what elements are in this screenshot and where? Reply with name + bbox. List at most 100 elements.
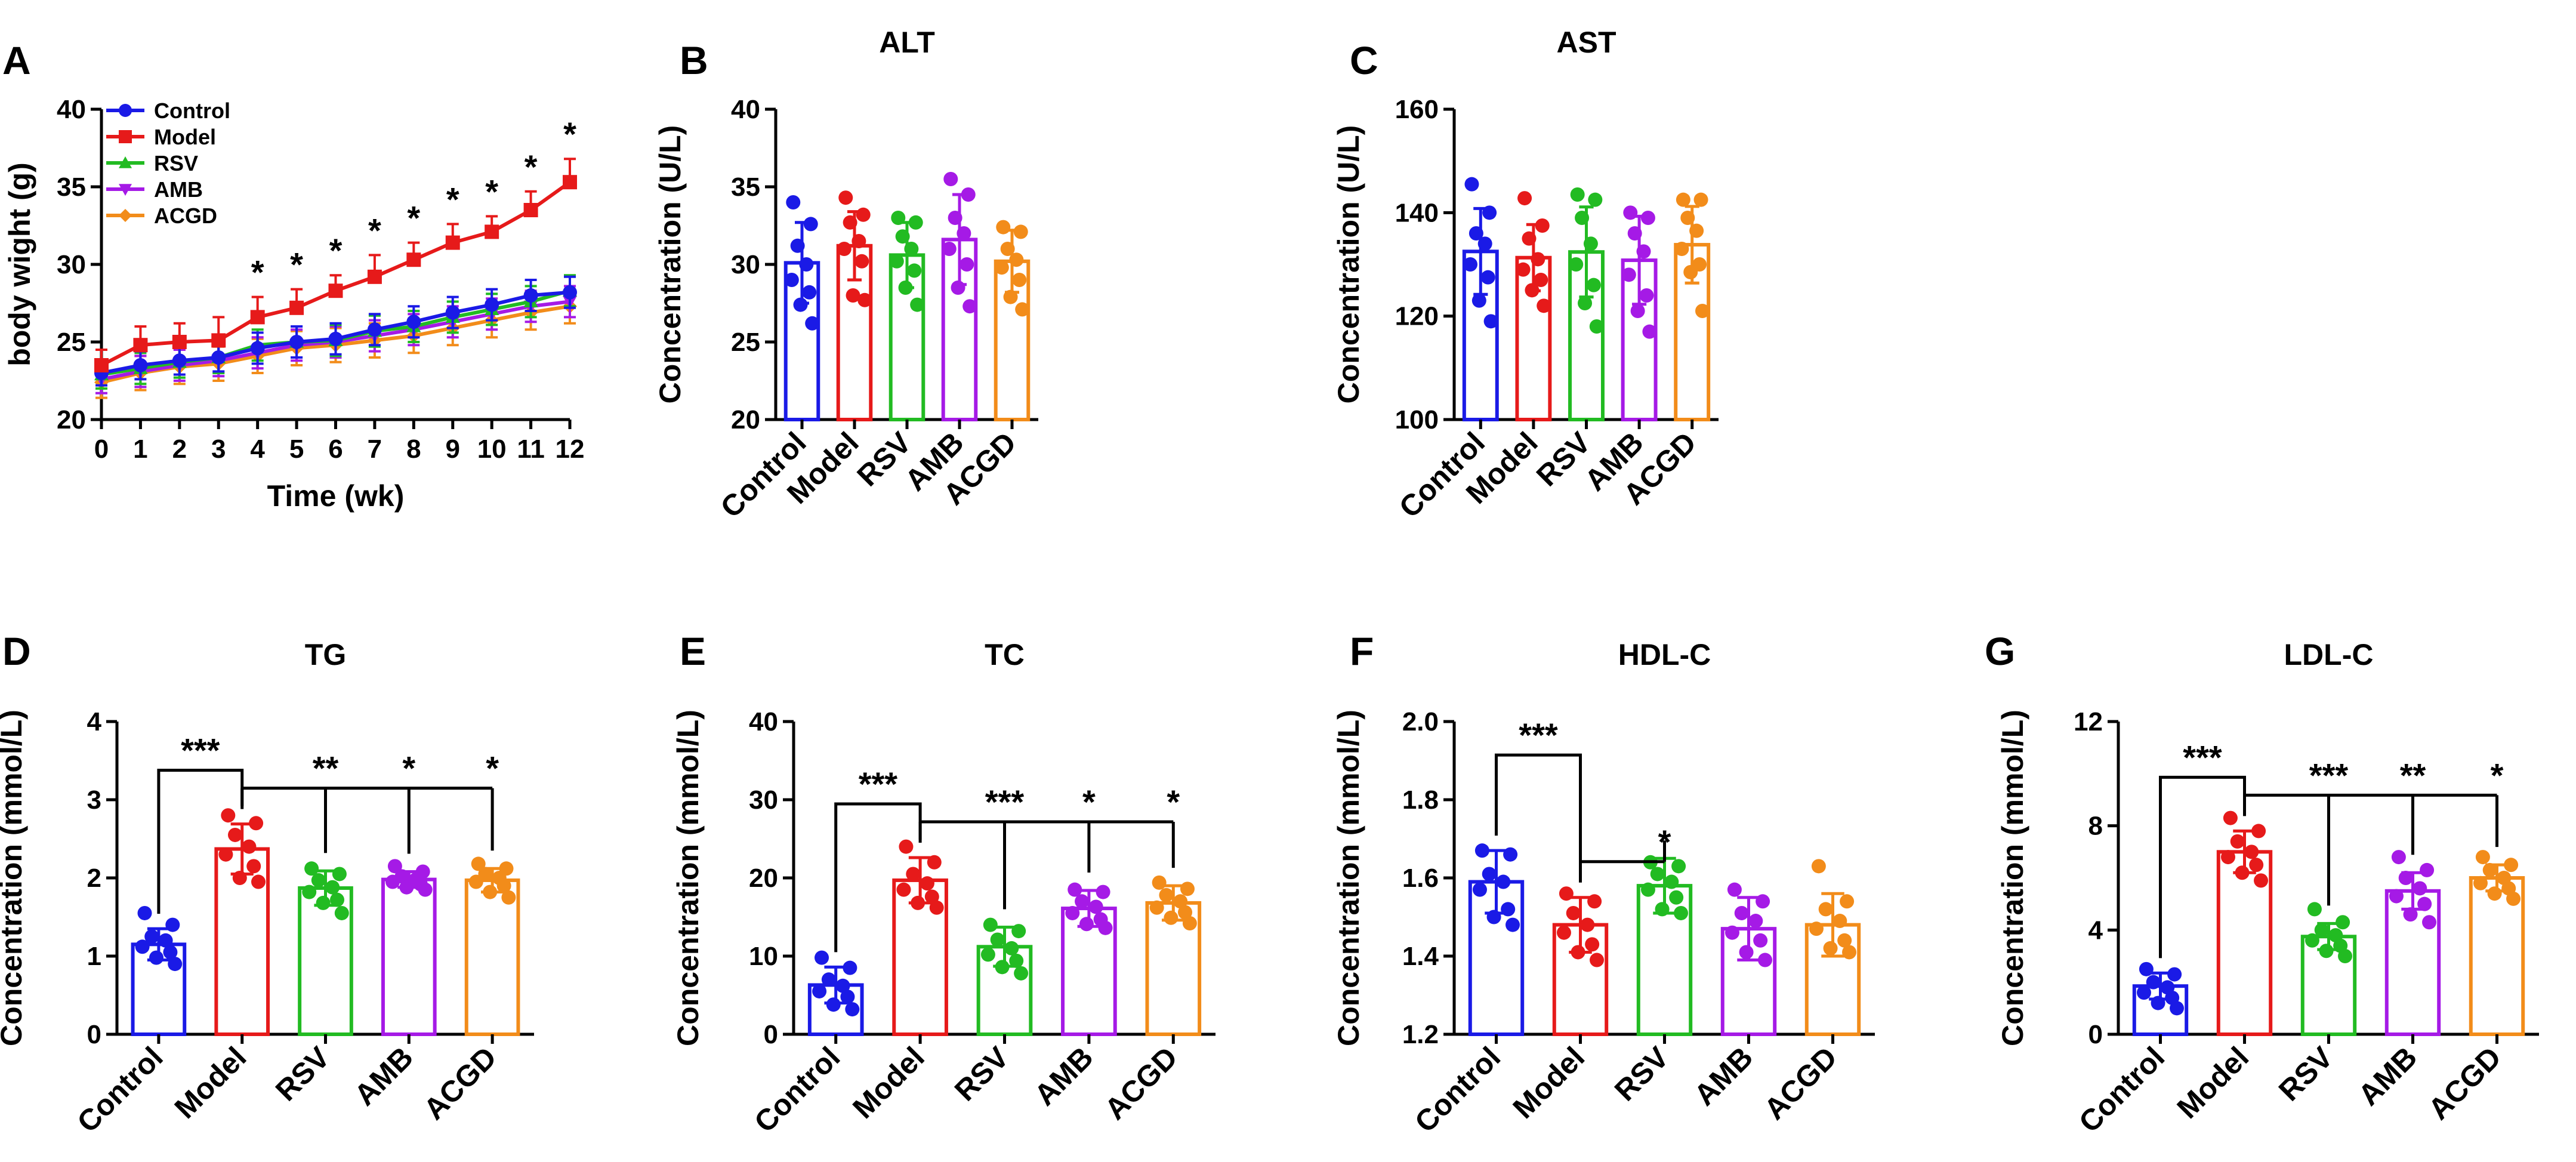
significance-annotation: *** ** * — [2243, 756, 2504, 906]
y-axis-label: Concentration (U/L) — [1332, 125, 1365, 404]
legend-label: Control — [154, 98, 230, 123]
data-point — [94, 358, 109, 372]
panel-letter: B — [680, 38, 708, 82]
data-point — [790, 238, 805, 253]
data-point — [1516, 262, 1531, 277]
data-point — [1149, 900, 1164, 915]
data-point — [485, 224, 499, 239]
data-point — [1575, 211, 1590, 225]
x-category-label: Control — [2072, 1040, 2171, 1139]
data-point — [889, 254, 904, 269]
data-point — [891, 211, 906, 225]
legend-label: Model — [154, 125, 216, 149]
data-point — [1480, 270, 1495, 285]
data-point — [906, 867, 921, 881]
x-axis-label: Time (wk) — [267, 479, 405, 513]
data-point — [1472, 882, 1487, 897]
data-point — [854, 254, 869, 269]
y-tick-label: 1.8 — [1402, 785, 1439, 815]
data-point — [951, 281, 965, 295]
x-tick-label: 1 — [133, 434, 147, 464]
data-point — [1471, 293, 1486, 308]
data-point — [1173, 894, 1188, 909]
x-category-label: AMB — [1687, 1040, 1759, 1112]
data-point — [1182, 916, 1197, 930]
data-point — [1525, 283, 1540, 298]
data-point — [1159, 887, 1174, 902]
bracket-line — [1495, 753, 1582, 883]
y-tick-label: 160 — [1395, 95, 1439, 124]
bar-group-amb — [1621, 205, 1658, 421]
x-tick-label: 8 — [406, 434, 421, 464]
data-point — [803, 217, 818, 232]
data-point — [249, 816, 264, 831]
legend-marker — [119, 104, 132, 117]
bar-group-rsv — [889, 211, 925, 421]
data-point — [1585, 937, 1600, 952]
y-tick-label: 8 — [2088, 812, 2103, 841]
bar-group-control — [2132, 961, 2189, 1037]
data-point — [2336, 915, 2350, 930]
data-point — [289, 335, 304, 349]
bar-group-control — [807, 950, 864, 1036]
data-point — [1534, 273, 1548, 287]
panel-letter: C — [1350, 38, 1378, 82]
data-point — [1590, 953, 1605, 967]
data-point — [1014, 966, 1029, 981]
x-tick-label: 3 — [211, 434, 226, 464]
x-tick-label: 10 — [477, 434, 507, 464]
panel-f: F 1.2 1.4 1.6 1.8 2.0 Concentration (mmol/L) HD… — [1332, 629, 1875, 1139]
data-point — [821, 972, 836, 987]
legend-marker — [119, 156, 132, 168]
data-point — [1583, 236, 1598, 251]
y-tick-label: 30 — [731, 250, 760, 279]
bar-group-acgd — [994, 220, 1031, 421]
data-point — [172, 335, 187, 349]
data-point — [1531, 252, 1545, 267]
data-point — [1079, 917, 1094, 932]
data-point — [1004, 941, 1019, 956]
data-point — [1486, 910, 1501, 924]
bar-group-model — [1552, 886, 1609, 1036]
x-category-label: Model — [2171, 1040, 2256, 1125]
data-point — [1068, 882, 1082, 897]
data-point — [943, 172, 958, 186]
data-point — [163, 945, 178, 960]
data-point — [840, 990, 855, 1004]
y-axis-label: Concentration (mmol/L) — [1996, 710, 2029, 1046]
bar-group-control — [783, 195, 820, 421]
data-point — [908, 215, 923, 230]
y-tick-label: 1.6 — [1402, 864, 1439, 893]
data-point — [418, 882, 433, 897]
x-category-label: Model — [168, 1040, 253, 1125]
data-point — [802, 285, 817, 300]
data-point — [330, 892, 345, 907]
x-category-label: ACGD — [1098, 1040, 1184, 1126]
data-point — [1503, 847, 1518, 862]
x-tick-label: 5 — [289, 434, 304, 464]
data-point — [1627, 226, 1642, 241]
data-point — [227, 827, 242, 842]
data-point — [2391, 850, 2406, 865]
x-tick-label: 0 — [94, 434, 109, 464]
x-tick-label: 12 — [556, 434, 585, 464]
significance-star: *** — [859, 765, 898, 803]
data-point — [1837, 933, 1852, 948]
data-point — [1840, 894, 1855, 909]
data-point — [961, 187, 976, 202]
data-point — [483, 884, 498, 899]
data-point — [1011, 924, 1026, 939]
data-point — [948, 211, 962, 225]
significance-star: * — [486, 750, 499, 787]
data-point — [1571, 945, 1585, 960]
data-point — [501, 890, 516, 905]
data-point — [2136, 985, 2151, 1000]
significance-star: *** — [2183, 738, 2222, 776]
panel-letter: A — [2, 38, 31, 82]
legend-label: AMB — [154, 177, 203, 202]
x-category-label: ACGD — [417, 1040, 503, 1126]
x-category-label: AMB — [1028, 1040, 1100, 1112]
x-category-label: Control — [748, 1040, 846, 1139]
data-point — [2235, 865, 2250, 880]
